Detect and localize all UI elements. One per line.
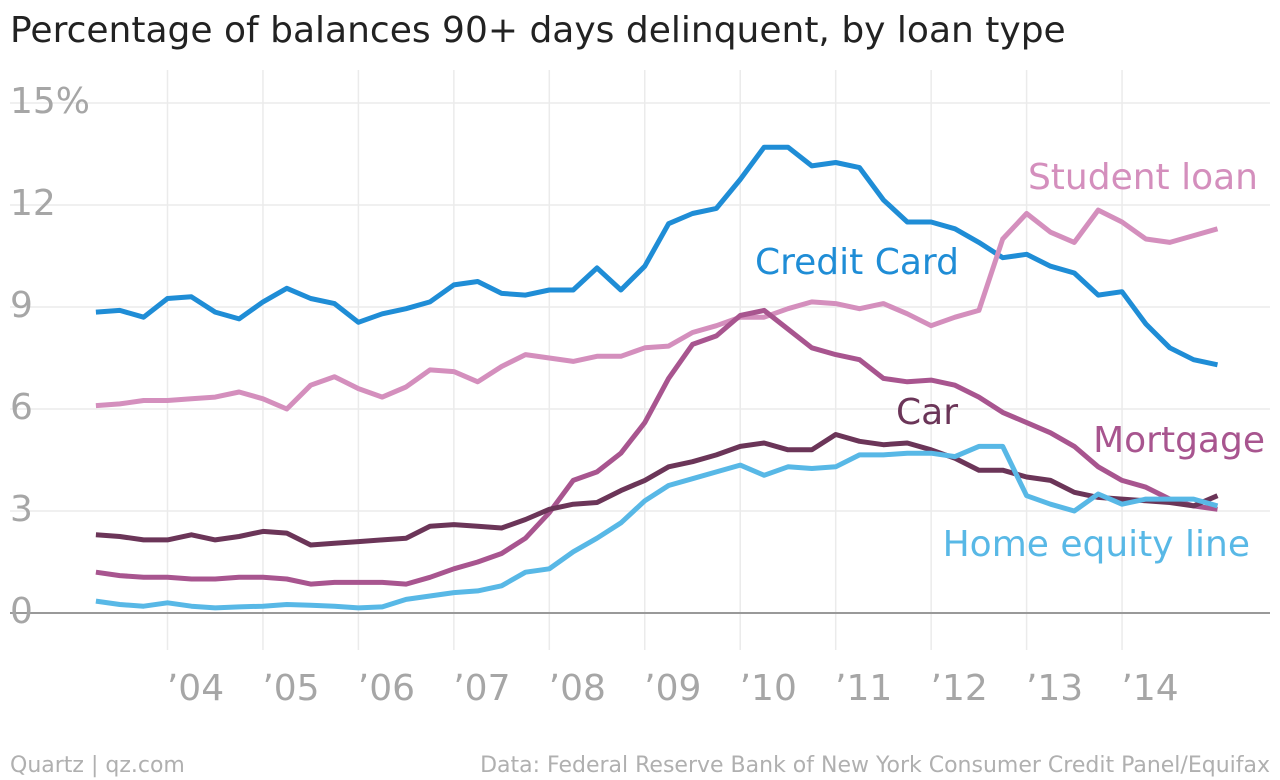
x-tick-label: ’08	[549, 668, 606, 709]
series-line	[95, 144, 1219, 368]
x-tick-label: ’12	[931, 668, 988, 709]
x-tick-label: ’05	[262, 668, 319, 709]
x-tick-label: ’14	[1121, 668, 1178, 709]
series-label: Mortgage	[1093, 420, 1265, 461]
y-tick-label: 9	[10, 285, 33, 326]
series-line	[95, 307, 1218, 587]
source: Data: Federal Reserve Bank of New York C…	[480, 753, 1270, 778]
series-label: Credit Card	[755, 242, 959, 283]
series-line	[95, 207, 1219, 412]
series-label: Car	[896, 392, 958, 433]
x-tick-label: ’04	[167, 668, 224, 709]
y-tick-label: 12	[10, 183, 56, 224]
y-tick-label: 3	[10, 489, 33, 530]
series-label: Student loan	[1028, 157, 1258, 198]
y-tick-label: 15%	[10, 81, 90, 122]
credit: Quartz | qz.com	[10, 753, 185, 778]
y-tick-label: 0	[10, 591, 33, 632]
x-tick-label: ’13	[1026, 668, 1083, 709]
y-tick-label: 6	[10, 387, 33, 428]
x-tick-label: ’09	[644, 668, 701, 709]
x-tick-label: ’06	[358, 668, 415, 709]
series-line	[95, 432, 1219, 548]
x-tick-label: ’10	[740, 668, 797, 709]
series-line	[95, 443, 1219, 611]
x-tick-label: ’11	[835, 668, 892, 709]
chart-title: Percentage of balances 90+ days delinque…	[10, 10, 1066, 51]
x-tick-label: ’07	[453, 668, 510, 709]
series-label: Home equity line	[943, 524, 1250, 565]
